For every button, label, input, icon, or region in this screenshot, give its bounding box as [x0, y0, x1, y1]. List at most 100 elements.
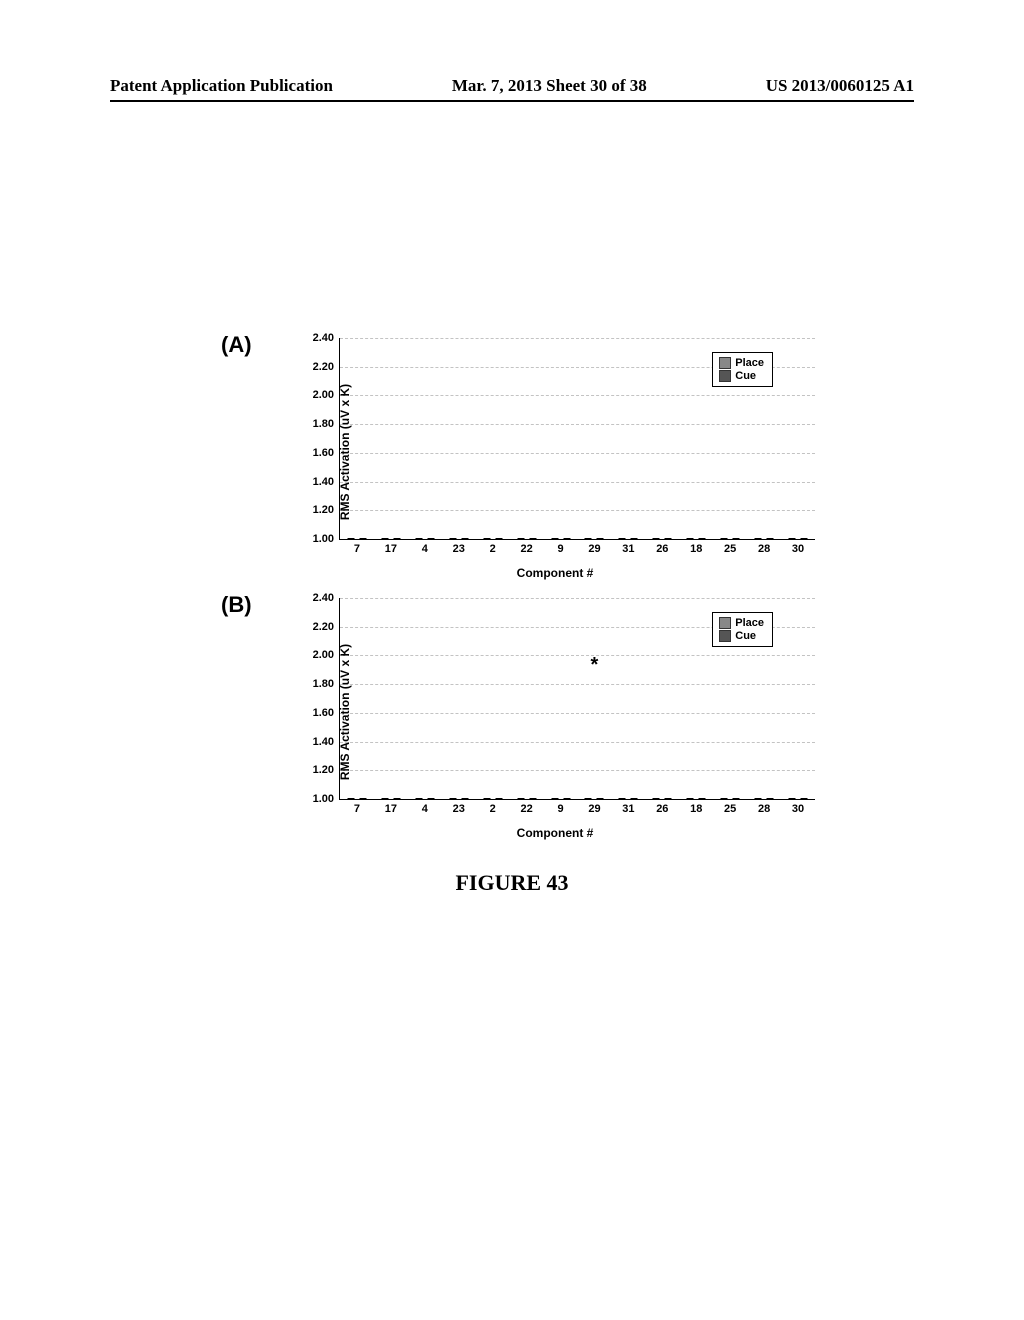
error-cap [721, 799, 728, 800]
error-cap [767, 799, 774, 800]
error-cap [483, 539, 490, 540]
chart-a-xlabel: Component # [517, 566, 594, 580]
header-center: Mar. 7, 2013 Sheet 30 of 38 [452, 76, 647, 96]
error-cap [721, 539, 728, 540]
legend-swatch [719, 370, 731, 382]
error-cap [427, 799, 434, 800]
error-cap [585, 799, 592, 800]
page-header: Patent Application Publication Mar. 7, 2… [0, 76, 1024, 102]
x-tick: 25 [724, 543, 736, 555]
y-tick: 1.40 [313, 476, 334, 488]
y-tick: 1.80 [313, 418, 334, 430]
x-tick: 7 [354, 543, 360, 555]
error-cap [733, 799, 740, 800]
error-cap [563, 799, 570, 800]
gridline [340, 395, 815, 396]
x-tick: 29 [588, 803, 600, 815]
error-cap [517, 539, 524, 540]
error-cap [381, 539, 388, 540]
error-cap [551, 799, 558, 800]
error-cap [529, 539, 536, 540]
gridline [340, 684, 815, 685]
error-cap [585, 539, 592, 540]
x-tick: 9 [557, 543, 563, 555]
error-cap [631, 539, 638, 540]
legend-row: Cue [719, 630, 764, 642]
x-tick: 31 [622, 803, 634, 815]
figure-area: (A) RMS Activation (uV x K) 1.001.201.40… [195, 330, 825, 852]
x-tick: 2 [490, 803, 496, 815]
legend-label: Cue [735, 630, 756, 642]
x-tick: 25 [724, 803, 736, 815]
error-cap [767, 539, 774, 540]
y-tick: 1.60 [313, 707, 334, 719]
gridline [340, 338, 815, 339]
x-tick: 30 [792, 543, 804, 555]
error-cap [653, 799, 660, 800]
panel-b-label: (B) [221, 592, 252, 618]
error-cap [359, 799, 366, 800]
x-tick: 17 [385, 543, 397, 555]
error-cap [619, 799, 626, 800]
error-cap [789, 799, 796, 800]
x-tick: 26 [656, 803, 668, 815]
error-cap [687, 799, 694, 800]
legend-row: Cue [719, 370, 764, 382]
panel-a-label: (A) [221, 332, 252, 358]
y-tick: 1.60 [313, 447, 334, 459]
y-tick: 2.00 [313, 649, 334, 661]
figure-caption: FIGURE 43 [0, 870, 1024, 896]
gridline [340, 482, 815, 483]
error-cap [517, 799, 524, 800]
legend-label: Place [735, 617, 764, 629]
error-cap [563, 539, 570, 540]
x-tick: 22 [520, 543, 532, 555]
x-tick: 30 [792, 803, 804, 815]
error-cap [665, 539, 672, 540]
gridline [340, 424, 815, 425]
error-cap [393, 539, 400, 540]
error-cap [699, 539, 706, 540]
panel-b: (B) RMS Activation (uV x K) 1.001.201.40… [195, 592, 825, 832]
legend-row: Place [719, 357, 764, 369]
x-tick: 4 [422, 803, 428, 815]
error-cap [449, 539, 456, 540]
error-cap [665, 799, 672, 800]
error-cap [483, 799, 490, 800]
y-tick: 2.00 [313, 389, 334, 401]
chart-a-plot: 1.001.201.401.601.802.002.202.4071742322… [339, 338, 815, 540]
header-rule [110, 100, 914, 102]
gridline [340, 655, 815, 656]
error-cap [449, 799, 456, 800]
x-tick: 28 [758, 543, 770, 555]
error-cap [347, 539, 354, 540]
error-cap [619, 539, 626, 540]
error-cap [347, 799, 354, 800]
x-tick: 2 [490, 543, 496, 555]
significance-star: * [591, 654, 599, 677]
error-cap [393, 799, 400, 800]
error-cap [495, 799, 502, 800]
error-cap [597, 799, 604, 800]
legend-label: Place [735, 357, 764, 369]
x-tick: 28 [758, 803, 770, 815]
y-tick: 2.40 [313, 332, 334, 344]
x-tick: 7 [354, 803, 360, 815]
error-cap [631, 799, 638, 800]
y-tick: 2.40 [313, 592, 334, 604]
chart-a: RMS Activation (uV x K) 1.001.201.401.60… [285, 332, 825, 572]
error-cap [597, 539, 604, 540]
y-tick: 2.20 [313, 361, 334, 373]
x-tick: 29 [588, 543, 600, 555]
error-cap [699, 799, 706, 800]
panel-a: (A) RMS Activation (uV x K) 1.001.201.40… [195, 332, 825, 572]
gridline [340, 742, 815, 743]
chart-b-plot: 1.001.201.401.601.802.002.202.4071742322… [339, 598, 815, 800]
error-cap [415, 539, 422, 540]
error-cap [359, 539, 366, 540]
error-cap [789, 539, 796, 540]
y-tick: 1.00 [313, 533, 334, 545]
legend-swatch [719, 630, 731, 642]
chart-b-xlabel: Component # [517, 826, 594, 840]
y-tick: 1.80 [313, 678, 334, 690]
